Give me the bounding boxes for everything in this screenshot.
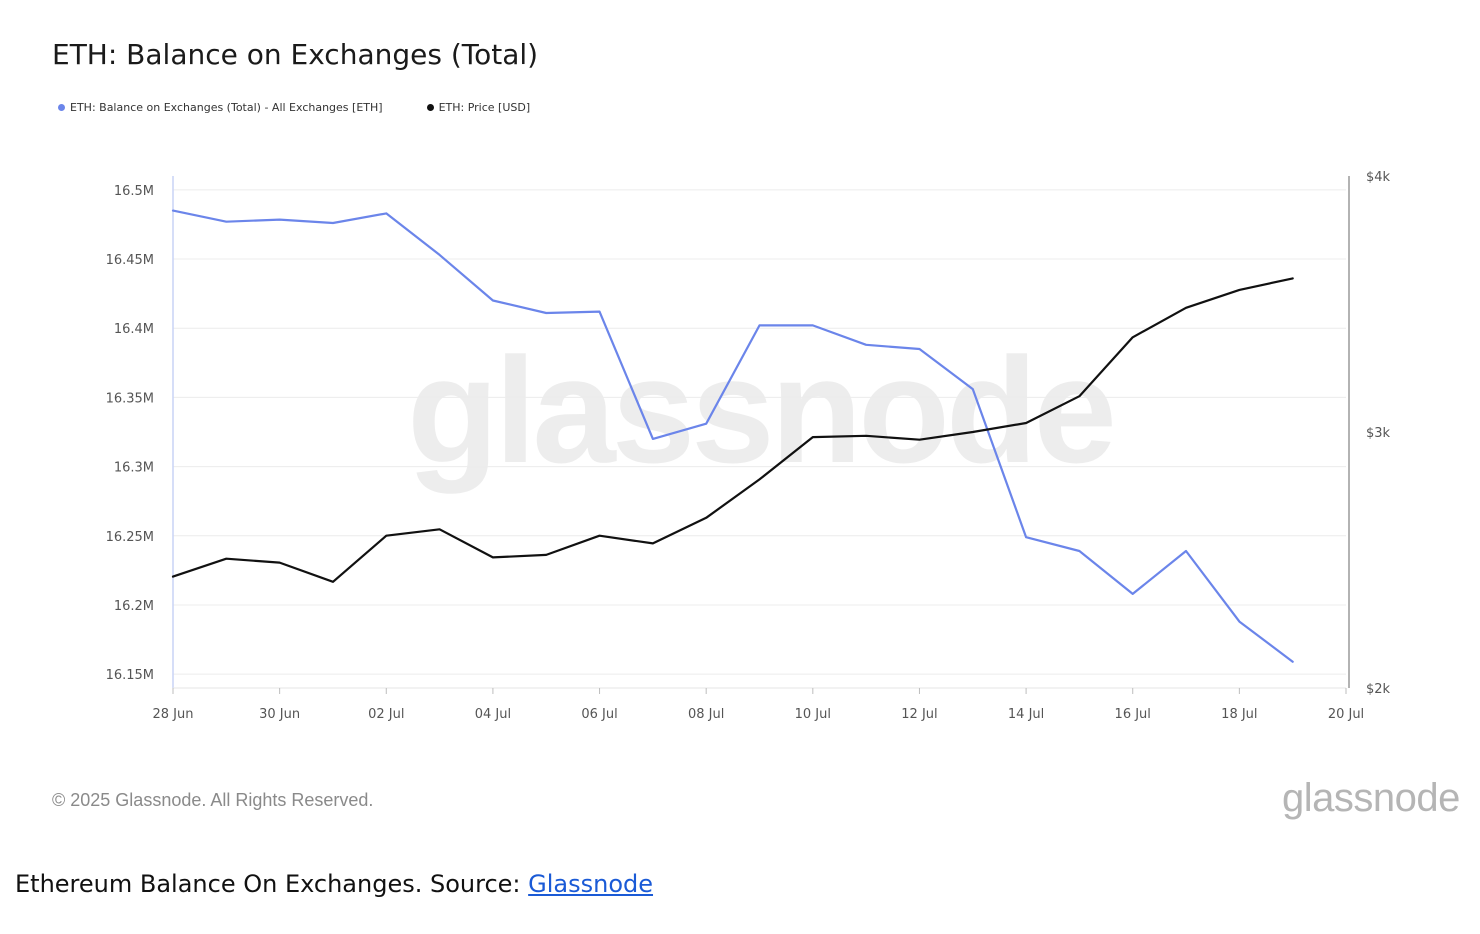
x-tick-label: 06 Jul [581, 707, 617, 722]
legend-label-balance: ETH: Balance on Exchanges (Total) - All … [70, 101, 383, 114]
legend-dot-balance-icon [58, 104, 65, 111]
x-tick-label: 18 Jul [1221, 707, 1257, 722]
series-line-price [171, 277, 1294, 583]
brand-logo: glassnode [1282, 776, 1460, 820]
x-tick-label: 04 Jul [475, 707, 511, 722]
caption-text: Ethereum Balance On Exchanges. Source: [15, 870, 529, 898]
y-left-tick-label: 16.4M [114, 322, 154, 337]
y-left-tick-label: 16.3M [114, 461, 154, 476]
y-left-tick-label: 16.15M [106, 668, 154, 683]
x-tick-label: 30 Jun [259, 707, 300, 722]
legend-label-price: ETH: Price [USD] [438, 101, 531, 114]
copyright-notice: © 2025 Glassnode. All Rights Reserved. [52, 790, 374, 810]
x-tick-label: 28 Jun [153, 707, 194, 722]
chart-legend: ETH: Balance on Exchanges (Total) - All … [58, 101, 530, 114]
chart-plot-area: glassnode 16.15M 16.2M 16.25M 16.3M 16.35M 16.… [106, 170, 1391, 722]
legend-item-price[interactable]: ETH: Price [USD] [426, 101, 531, 114]
x-tick-label: 10 Jul [795, 707, 831, 722]
legend-item-balance[interactable]: ETH: Balance on Exchanges (Total) - All … [58, 101, 383, 114]
y-right-tick-label: $2k [1366, 682, 1391, 697]
source-link[interactable]: Glassnode [528, 870, 654, 898]
y-right-tick-label: $3k [1366, 426, 1391, 441]
y-left-tick-label: 16.35M [106, 391, 154, 406]
chart-watermark: glassnode [407, 326, 1113, 494]
figure-caption: Ethereum Balance On Exchanges. Source: G… [15, 870, 653, 898]
y-left-tick-label: 16.2M [114, 599, 154, 614]
x-tick-label: 16 Jul [1115, 707, 1151, 722]
chart-title: ETH: Balance on Exchanges (Total) [52, 38, 539, 71]
y-left-tick-label: 16.45M [106, 253, 154, 268]
legend-dot-price-icon [426, 104, 434, 111]
series-line-balance [171, 209, 1294, 663]
x-tick-label: 20 Jul [1328, 707, 1364, 722]
y-left-tick-label: 16.25M [106, 530, 154, 545]
y-right-tick-label: $4k [1366, 170, 1391, 185]
x-tick-label: 08 Jul [688, 707, 724, 722]
x-tick-label: 02 Jul [368, 707, 404, 722]
y-left-tick-label: 16.5M [114, 184, 154, 199]
x-tick-label: 12 Jul [901, 707, 937, 722]
x-tick-label: 14 Jul [1008, 707, 1044, 722]
